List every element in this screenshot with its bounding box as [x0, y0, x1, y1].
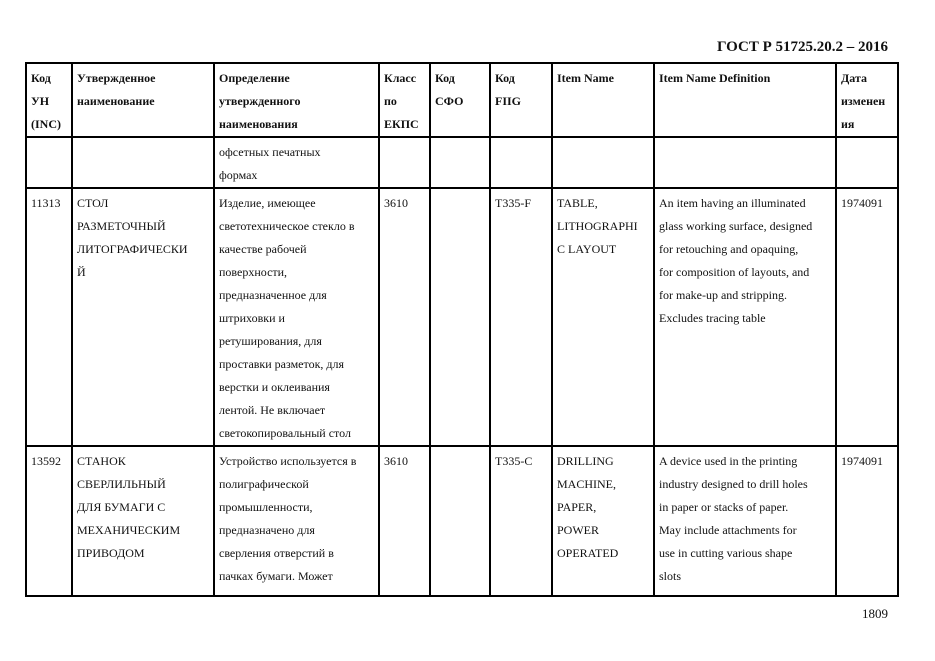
cell-inc-code: 13592	[25, 445, 73, 597]
header-item-name: Item Name	[551, 62, 655, 138]
items-table: Код УН (INC) Утвержденное наименование Опр…	[25, 62, 899, 597]
cell-sfo-code	[429, 445, 491, 597]
header-change-date: Дата изменен ия	[835, 62, 899, 138]
header-item-name-definition: Item Name Definition	[653, 62, 837, 138]
cell-item-name-definition	[653, 136, 837, 189]
document-title: ГОСТ Р 51725.20.2 – 2016	[716, 39, 888, 55]
header-row: Код УН (INC) Утвержденное наименование Опр…	[25, 62, 899, 138]
header-fiig-code: Код FIIG	[489, 62, 553, 138]
header-inc-code: Код УН (INC)	[25, 62, 73, 138]
table-row: офсетных печатных формах	[25, 136, 899, 189]
cell-ekps-class: 3610	[378, 187, 431, 447]
header-approved-name: Утвержденное наименование	[71, 62, 215, 138]
cell-change-date	[835, 136, 899, 189]
cell-sfo-code	[429, 187, 491, 447]
cell-item-name: DRILLING MACHINE, PAPER, POWER OPERATED	[551, 445, 655, 597]
cell-sfo-code	[429, 136, 491, 189]
cell-approved-name	[71, 136, 215, 189]
table-row: 13592 СТАНОК СВЕРЛИЛЬНЫЙ ДЛЯ БУМАГИ С МЕХ…	[25, 445, 899, 597]
cell-item-name-definition: A device used in the printing industry d…	[653, 445, 837, 597]
cell-definition: Изделие, имеющее светотехническое стекло…	[213, 187, 380, 447]
header-ekps-class: Класс по ЕКПС	[378, 62, 431, 138]
cell-item-name	[551, 136, 655, 189]
cell-fiig-code	[489, 136, 553, 189]
cell-change-date: 1974091	[835, 187, 899, 447]
cell-fiig-code: T335-C	[489, 445, 553, 597]
header-definition: Определение утвержденного наименования	[213, 62, 380, 138]
cell-fiig-code: T335-F	[489, 187, 553, 447]
cell-ekps-class: 3610	[378, 445, 431, 597]
cell-inc-code: 11313	[25, 187, 73, 447]
cell-approved-name: СТОЛ РАЗМЕТОЧНЫЙ ЛИТОГРАФИЧЕСКИ Й	[71, 187, 215, 447]
cell-change-date: 1974091	[835, 445, 899, 597]
cell-ekps-class	[378, 136, 431, 189]
page-number: 1809	[862, 606, 888, 621]
cell-approved-name: СТАНОК СВЕРЛИЛЬНЫЙ ДЛЯ БУМАГИ С МЕХАНИЧЕ…	[71, 445, 215, 597]
cell-definition: офсетных печатных формах	[213, 136, 380, 189]
cell-item-name: TABLE, LITHOGRAPHI C LAYOUT	[551, 187, 655, 447]
cell-inc-code	[25, 136, 73, 189]
cell-definition: Устройство используется в полиграфическо…	[213, 445, 380, 597]
header-sfo-code: Код СФО	[429, 62, 491, 138]
cell-item-name-definition: An item having an illuminated glass work…	[653, 187, 837, 447]
table-row: 11313 СТОЛ РАЗМЕТОЧНЫЙ ЛИТОГРАФИЧЕСКИ Й Из…	[25, 187, 899, 447]
